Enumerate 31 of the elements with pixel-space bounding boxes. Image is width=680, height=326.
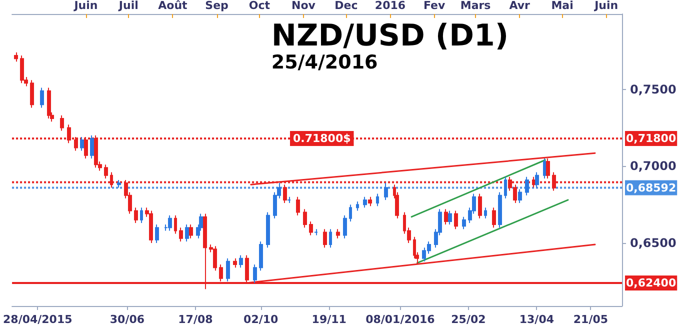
x-tick-label: 28/04/2015	[3, 313, 72, 326]
x-tick-label: 25/02	[451, 313, 486, 326]
x-tick-label: 30/06	[110, 313, 145, 326]
ref-line-label: 0,62400	[626, 276, 676, 290]
x-tick-label: 02/10	[244, 313, 279, 326]
x2-tick-label: Juin	[73, 0, 98, 12]
x-tick-label: 19/11	[312, 313, 346, 326]
x2-tick-label: Oct	[248, 0, 270, 12]
x2-tick-label: Dec	[334, 0, 358, 12]
x2-tick-label: Juil	[118, 0, 138, 12]
x2-tick-label: Mars	[460, 0, 492, 12]
x-tick-label: 08/01/2016	[366, 313, 436, 326]
x2-tick-label: Nov	[292, 0, 316, 12]
x-tick-label: 17/08	[178, 313, 213, 326]
x2-tick-label: Fev	[423, 0, 446, 12]
x2-tick-label: Avr	[509, 0, 531, 12]
x2-tick-label: Août	[158, 0, 188, 12]
x2-tick-label: Sep	[205, 0, 229, 12]
ref-line-label: 0,68592	[626, 181, 676, 194]
x2-tick-label: Juin	[594, 0, 618, 12]
annotation: 0.71800$	[293, 132, 351, 145]
y-tick-label: 0,7000	[630, 159, 676, 174]
x2-tick-label: Mai	[551, 0, 574, 12]
chart-title: NZD/USD (D1)	[271, 18, 509, 54]
x-tick-label: 13/04	[519, 313, 554, 326]
y-tick-label: 0,6500	[630, 236, 676, 250]
y-tick-label: 0,7500	[630, 82, 676, 96]
text: 25/4/2016	[271, 52, 378, 74]
x2-tick-label: 2016	[374, 0, 406, 12]
ref-line-label: 0,71800	[626, 132, 676, 145]
x-tick-label: 21/05	[573, 313, 608, 326]
